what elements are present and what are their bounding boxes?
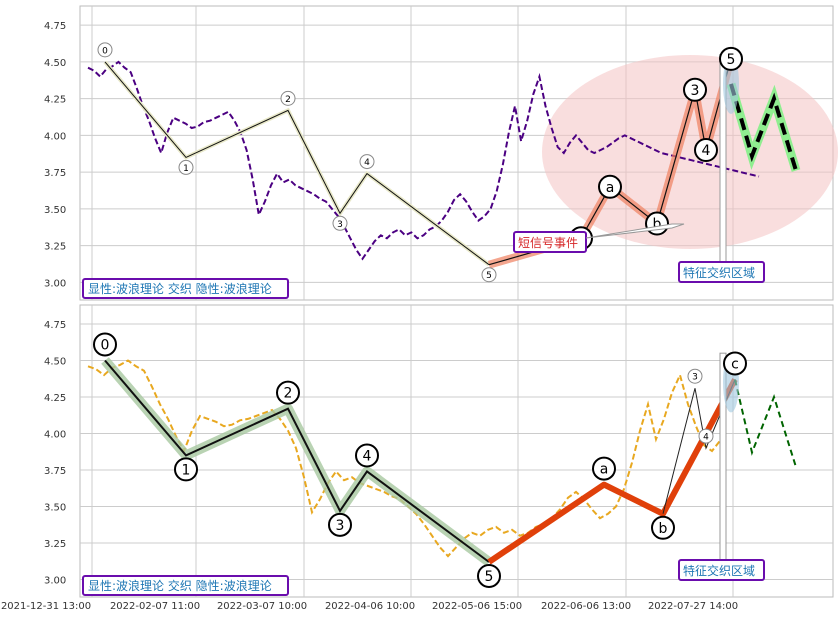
zone-ellipse <box>542 55 838 249</box>
wave-marker <box>93 332 117 357</box>
wave-marker <box>97 42 113 58</box>
wave-label: 4 <box>363 448 372 464</box>
wave-label: b <box>653 217 662 233</box>
wave-label: 2 <box>284 386 293 402</box>
legend-box <box>82 575 289 596</box>
x-tick-label: 2022-03-07 10:00 <box>217 601 307 612</box>
wave-marker <box>592 456 616 481</box>
wave-marker <box>719 46 743 71</box>
wave-label: 3 <box>691 83 700 99</box>
y-tick-label: 3.50 <box>44 502 66 513</box>
y-tick-label: 3.75 <box>44 168 66 179</box>
wave-label: 4 <box>703 433 709 443</box>
wave-label: 2 <box>285 95 291 105</box>
forecast-path <box>734 379 797 468</box>
x-tick-label: 2021-12-31 13:00 <box>1 601 91 612</box>
wave-marker <box>683 77 707 102</box>
wave-marker <box>477 563 501 588</box>
y-tick-label: 3.25 <box>44 539 66 550</box>
price-line <box>87 60 760 261</box>
wave-label: c <box>731 356 739 372</box>
wave-marker <box>598 174 622 199</box>
zone-label: 特征交织区域 <box>683 265 755 280</box>
x-tick-label: 2022-05-06 15:00 <box>432 601 522 612</box>
legend-box <box>82 278 289 299</box>
strong-wave <box>487 378 738 565</box>
wave-label: 3 <box>337 220 343 230</box>
x-tick-label: 2022-04-06 10:00 <box>325 601 415 612</box>
wave-label: 1 <box>182 462 191 478</box>
wave-path <box>104 359 490 563</box>
y-tick-label: 3.00 <box>44 575 66 586</box>
x-tick-label: 2022-06-06 13:00 <box>541 601 631 612</box>
wave-marker <box>481 267 497 283</box>
y-tick-label: 4.50 <box>44 58 66 69</box>
wave-path <box>104 61 490 266</box>
wave-marker <box>174 457 198 482</box>
wave-label: 0 <box>101 337 110 353</box>
wave-marker <box>687 368 703 384</box>
wave-marker <box>332 215 348 231</box>
wave-marker <box>280 90 296 106</box>
wave-label: a <box>606 180 615 196</box>
signal-arrow <box>585 223 685 239</box>
wave-label: 3 <box>692 373 698 383</box>
legend-text: 显性:波浪理论 交织 隐性:波浪理论 <box>88 578 272 593</box>
bottom-panel: 3.00 3.25 3.50 3.75 4.00 4.25 4.50 4.75 0 1 2 3 4 5 a b… <box>44 304 834 598</box>
wave-label: 1 <box>183 164 189 174</box>
zone-label-box <box>678 559 765 581</box>
signal-box <box>513 231 587 253</box>
y-tick-label: 4.75 <box>44 320 66 331</box>
legend-text: 显性:波浪理论 交织 隐性:波浪理论 <box>88 281 272 296</box>
wave-marker <box>723 351 747 376</box>
wave-label: a <box>600 462 609 478</box>
y-tick-label: 4.00 <box>44 131 66 142</box>
wave-marker <box>355 443 379 468</box>
y-tick-label: 4.25 <box>44 95 66 106</box>
wave-label: 5 <box>727 52 736 68</box>
wave-label: 0 <box>102 46 108 56</box>
wave-marker <box>328 512 352 537</box>
wave-label: 5 <box>486 271 492 281</box>
wave-marker <box>694 138 718 163</box>
y-tick-label: 4.00 <box>44 429 66 440</box>
y-tick-label: 3.25 <box>44 242 66 253</box>
wave-marker <box>698 428 714 444</box>
x-tick-label: 2022-07-27 14:00 <box>648 601 738 612</box>
forecast-path <box>729 83 798 172</box>
wave-marker <box>359 154 375 170</box>
y-tick-label: 4.25 <box>44 393 66 404</box>
x-tick-label: 2022-02-07 11:00 <box>110 601 200 612</box>
x-axis: 2021-12-31 13:00 2022-02-07 11:00 2022-03-… <box>1 601 738 612</box>
y-tick-label: 3.75 <box>44 466 66 477</box>
y-tick-label: 3.50 <box>44 205 66 216</box>
wave-label: 4 <box>702 143 711 159</box>
wave-marker <box>178 159 194 175</box>
wave-marker <box>651 515 675 540</box>
y-tick-label: 4.75 <box>44 21 66 32</box>
wave-label: 4 <box>364 158 370 168</box>
zone-label-box <box>678 261 765 283</box>
zone-label: 特征交织区域 <box>683 563 755 578</box>
y-tick-label: 4.50 <box>44 356 66 367</box>
wave-label: b <box>659 521 668 537</box>
signal-label: 短信号事件 <box>518 236 578 250</box>
wave-marker <box>276 380 300 405</box>
y-tick-label: 3.00 <box>44 278 66 289</box>
top-panel: 3.003.253.503.754.004.254.504.750123450a… <box>44 5 838 301</box>
wave-label: 5 <box>485 569 494 585</box>
wave-label: 3 <box>336 518 345 534</box>
